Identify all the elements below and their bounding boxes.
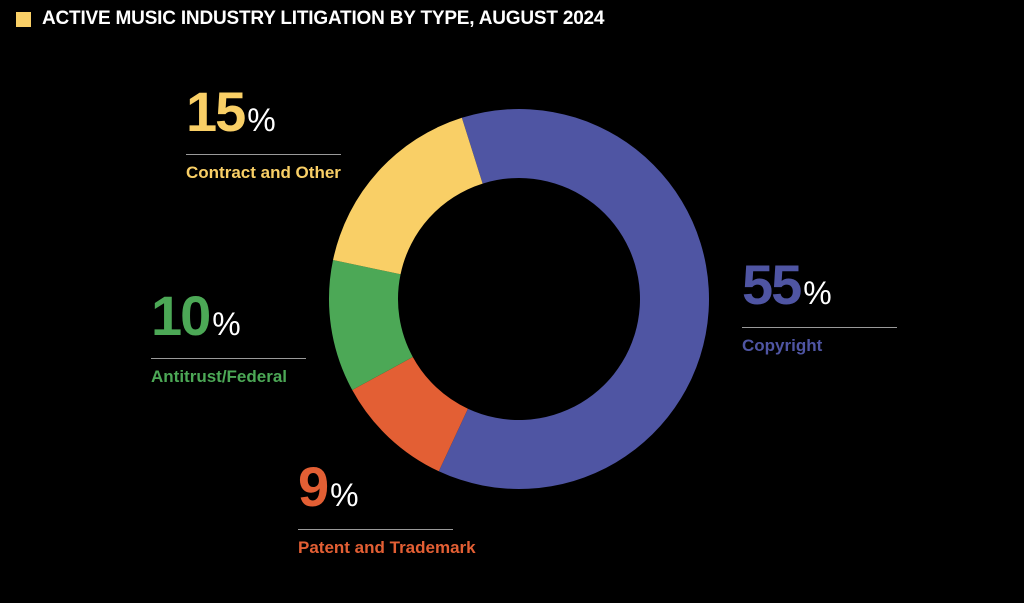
divider xyxy=(186,154,341,155)
label-contract: 15% Contract and Other xyxy=(186,84,346,183)
divider xyxy=(298,529,453,530)
name-contract: Contract and Other xyxy=(186,163,341,182)
pct-patent: % xyxy=(330,477,359,513)
slice-antitrust-federal xyxy=(329,260,413,391)
pct-copyright: % xyxy=(803,275,832,311)
slice-contract-and-other xyxy=(333,117,483,275)
pct-antitrust: % xyxy=(212,306,241,342)
value-antitrust: 10 xyxy=(151,284,211,347)
name-antitrust: Antitrust/Federal xyxy=(151,367,288,386)
title-swatch xyxy=(16,11,31,27)
label-antitrust: 10% Antitrust/Federal xyxy=(151,288,311,387)
value-patent: 9 xyxy=(298,455,329,518)
value-copyright: 55 xyxy=(742,253,802,316)
divider xyxy=(742,327,897,328)
slice-patent-and-trademark xyxy=(352,356,468,472)
divider xyxy=(151,358,306,359)
value-contract: 15 xyxy=(186,80,246,143)
slice-copyright xyxy=(438,109,709,490)
chart-title: ACTIVE MUSIC INDUSTRY LITIGATION BY TYPE… xyxy=(16,8,604,30)
label-patent: 9% Patent and Trademark xyxy=(298,459,476,558)
pct-contract: % xyxy=(247,102,276,138)
name-patent: Patent and Trademark xyxy=(298,538,476,557)
label-copyright: 55% Copyright xyxy=(742,257,902,356)
name-copyright: Copyright xyxy=(742,336,823,355)
chart-title-text: ACTIVE MUSIC INDUSTRY LITIGATION BY TYPE… xyxy=(42,8,605,29)
